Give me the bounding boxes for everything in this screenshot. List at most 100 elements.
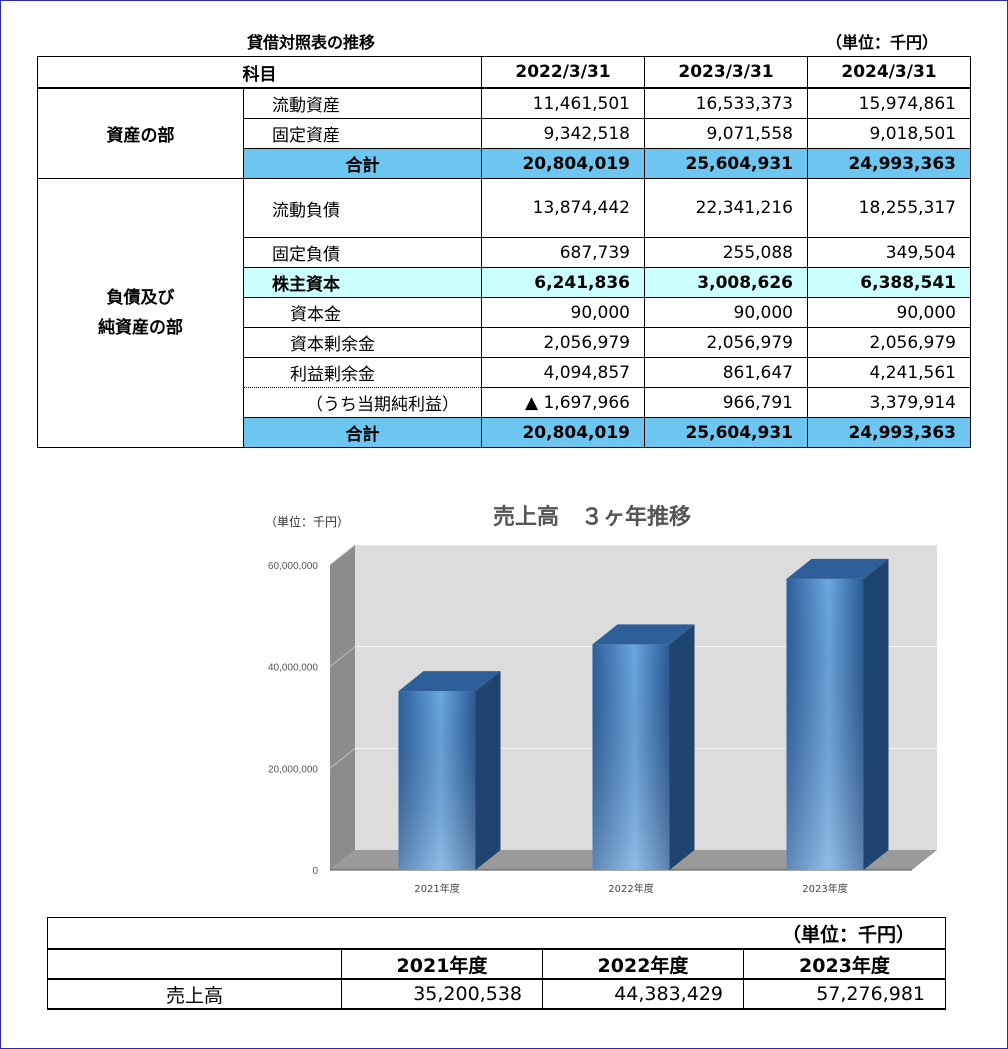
- row-label: （うち当期純利益）: [243, 387, 482, 418]
- chart-side-wall: [330, 545, 355, 870]
- cell-value: 18,255,317: [807, 178, 971, 238]
- cell-value: 4,241,561: [807, 357, 971, 388]
- section-line-1: 負債及び: [106, 288, 175, 308]
- row-label: 資本金: [243, 297, 482, 328]
- table-row: 資本金 90,000 90,000 90,000: [38, 297, 971, 328]
- cell-value: 15,974,861: [807, 87, 971, 119]
- table-header-row: 科目 2022/3/31 2023/3/31 2024/3/31: [37, 56, 971, 89]
- cell-value: 966,791: [644, 387, 808, 418]
- cell-value: 90,000: [644, 297, 808, 328]
- y-tick-label: 40,000,000: [268, 663, 318, 674]
- table-row: （うち当期純利益） ▲ 1,697,966 966,791 3,379,914: [38, 387, 971, 418]
- cell-value: 255,088: [644, 237, 808, 268]
- sales-bar-chart: 0 20,000,000 40,000,000 60,000,000 2021年度 202…: [268, 544, 937, 895]
- cell-value: 22,341,216: [644, 178, 808, 238]
- cell-value: 9,071,558: [644, 118, 808, 149]
- cell-value: 25,604,931: [644, 417, 808, 448]
- header-date-3: 2024/3/31: [807, 56, 971, 89]
- chart-title: 売上高 ３ヶ年推移: [493, 505, 692, 530]
- assets-total-row: 合計 20,804,019 25,604,931 24,993,363: [38, 148, 971, 179]
- cell-value: 24,993,363: [807, 417, 971, 448]
- sales-unit: （単位：千円）: [47, 917, 946, 950]
- row-label: 流動資産: [243, 87, 482, 119]
- cell-value: 90,000: [481, 297, 645, 328]
- row-label: 株主資本: [243, 267, 482, 298]
- table-row: 固定資産 9,342,518 9,071,558 9,018,501: [38, 118, 971, 149]
- cell-value: 24,993,363: [807, 148, 971, 179]
- cell-value: 2,056,979: [807, 327, 971, 358]
- sales-row-label: 売上高: [47, 978, 342, 1010]
- y-tick-label: 0: [312, 866, 318, 877]
- row-label: 利益剰余金: [243, 357, 482, 388]
- table-row: 資本剰余金 2,056,979 2,056,979 2,056,979: [38, 327, 971, 358]
- cell-value: ▲ 1,697,966: [481, 387, 645, 418]
- sales-header-row: 2021年度 2022年度 2023年度: [47, 948, 946, 980]
- cell-value: 349,504: [807, 237, 971, 268]
- header-subject: 科目: [37, 56, 482, 89]
- cell-value: 90,000: [807, 297, 971, 328]
- bar-front-shade: [786, 578, 864, 870]
- liabilities-section-label: 負債及び 純資産の部: [37, 178, 244, 448]
- row-label: 資本剰余金: [243, 327, 482, 358]
- y-tick-label: 20,000,000: [268, 764, 318, 775]
- cell-value: 3,008,626: [644, 267, 808, 298]
- cell-value: 4,094,857: [481, 357, 645, 388]
- balance-sheet-unit: （単位：千円）: [826, 33, 939, 52]
- row-label: 固定資産: [243, 118, 482, 149]
- cell-value: 13,874,442: [481, 178, 645, 238]
- sales-header-year-1: 2021年度: [341, 948, 543, 980]
- row-label: 固定負債: [243, 237, 482, 268]
- x-tick-label: 2023年度: [802, 882, 847, 895]
- assets-section-label: 資産の部: [37, 87, 244, 179]
- chart-unit-label: （単位：千円）: [265, 515, 350, 529]
- balance-sheet-table: 科目 2022/3/31 2023/3/31 2024/3/31 資産の部 流動…: [37, 56, 971, 448]
- table-row: 資産の部 流動資産 11,461,501 16,533,373 15,974,8…: [37, 87, 971, 179]
- sales-unit-row: （単位：千円）: [47, 917, 946, 950]
- cell-value: 861,647: [644, 357, 808, 388]
- sales-value: 57,276,981: [743, 978, 946, 1010]
- bar-side: [863, 558, 889, 870]
- bar-front-shade: [398, 691, 476, 870]
- y-tick-label: 60,000,000: [268, 561, 318, 572]
- bar-side: [669, 624, 695, 870]
- cell-value: 3,379,914: [807, 387, 971, 418]
- cell-value: 2,056,979: [481, 327, 645, 358]
- cell-value: 20,804,019: [481, 417, 645, 448]
- cell-value: 9,342,518: [481, 118, 645, 149]
- sales-header-year-2: 2022年度: [542, 948, 744, 980]
- table-row: 負債及び 純資産の部 流動負債 13,874,442 22,341,216 18…: [37, 178, 971, 448]
- bar-front-shade: [592, 644, 670, 870]
- equity-row: 株主資本 6,241,836 3,008,626 6,388,541: [38, 267, 971, 298]
- sales-row: 売上高 35,200,538 44,383,429 57,276,981: [47, 978, 946, 1010]
- liabilities-total-row: 合計 20,804,019 25,604,931 24,993,363: [38, 417, 971, 448]
- cell-value: 6,388,541: [807, 267, 971, 298]
- x-tick-label: 2022年度: [608, 882, 653, 895]
- bar-side: [475, 671, 501, 870]
- cell-value: 20,804,019: [481, 148, 645, 179]
- sales-header-blank: [47, 948, 342, 980]
- row-label: 流動負債: [243, 178, 482, 238]
- section-line-2: 純資産の部: [98, 318, 183, 338]
- sales-header-year-3: 2023年度: [743, 948, 946, 980]
- cell-value: 9,018,501: [807, 118, 971, 149]
- cell-value: 6,241,836: [481, 267, 645, 298]
- header-date-1: 2022/3/31: [481, 56, 645, 89]
- bar-top: [398, 671, 501, 692]
- chart-gridline-side: [329, 646, 356, 668]
- chart-gridline-side: [329, 747, 356, 769]
- row-label: 合計: [243, 417, 482, 448]
- cell-value: 25,604,931: [644, 148, 808, 179]
- bar-top: [786, 558, 889, 579]
- cell-value: 11,461,501: [481, 87, 645, 119]
- header-date-2: 2023/3/31: [644, 56, 808, 89]
- cell-value: 687,739: [481, 237, 645, 268]
- sales-table: （単位：千円） 2021年度 2022年度 2023年度 売上高 35,200,…: [47, 917, 946, 1010]
- balance-sheet-title: 貸借対照表の推移: [247, 33, 376, 52]
- bar-top: [592, 624, 695, 645]
- row-label: 合計: [243, 148, 482, 179]
- sales-value: 44,383,429: [542, 978, 744, 1010]
- sales-value: 35,200,538: [341, 978, 543, 1010]
- cell-value: 2,056,979: [644, 327, 808, 358]
- chart-gridline-side: [329, 544, 356, 566]
- table-row: 固定負債 687,739 255,088 349,504: [38, 237, 971, 268]
